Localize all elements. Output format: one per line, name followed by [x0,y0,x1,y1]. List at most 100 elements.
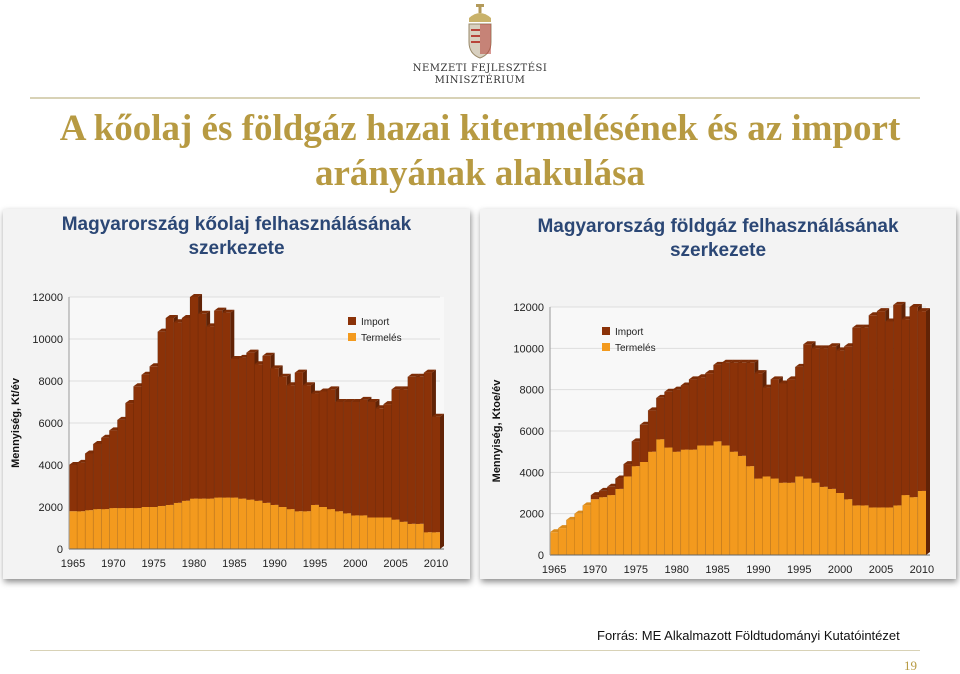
gas-bar-production [721,445,730,555]
gas-bar-production [631,466,640,555]
oil-x-tick-label: 1990 [262,558,286,570]
oil-bar-production [391,519,400,549]
gas-legend-label: Termelés [615,343,656,354]
oil-bar-production [189,498,199,549]
oil-bar-import [157,331,166,506]
oil-x-tick-label: 2005 [383,558,407,570]
oil-bar-import [85,453,94,511]
oil-y-tick-label: 10000 [32,334,63,346]
gas-bar-import [697,377,706,446]
gas-bar-production [648,451,657,555]
oil-bar-import [214,310,223,498]
oil-bar-import [391,389,400,520]
gas-bar-import [885,321,894,508]
gas-bar-import [860,327,869,506]
oil-bar-top [262,352,275,356]
gas-bar-import [762,387,771,477]
oil-y-tick-label: 2000 [39,502,63,514]
oil-bar-top [246,349,259,353]
gas-bar-production [566,519,575,555]
oil-bar-import [238,357,247,499]
gas-bar-import [639,424,649,462]
oil-bar-production [149,507,158,549]
oil-y-tick-label: 0 [57,544,63,556]
gas-x-tick-label: 2000 [828,564,852,576]
oil-y-tick-label: 4000 [39,460,63,472]
oil-bar-import [141,374,150,507]
oil-bar-production [93,509,102,549]
gas-bar-import [713,364,722,442]
gas-bar-production [827,488,837,555]
gas-bar-production [917,490,926,555]
gas-legend-swatch [602,327,610,335]
oil-bar-top [270,365,283,369]
gas-bar-import [721,362,730,446]
gas-bar-production [582,505,591,555]
oil-bar-production [173,502,182,549]
oil-bar-import [125,403,134,509]
oil-bar-import [230,358,239,498]
oil-bar-import [133,386,142,509]
gas-bar-top [721,359,734,363]
gas-bar-import [787,379,796,483]
oil-bar-import [254,364,263,501]
oil-bar-import [343,402,352,514]
gas-bar-production [672,451,681,555]
gas-bar-production [623,476,632,555]
oil-bar-production [181,500,190,549]
gas-bar-import [648,410,657,452]
gas-bar-import [876,311,886,508]
gas-chart-title: Magyarország földgáz felhasználásának sz… [537,216,899,261]
oil-bar-production [367,517,376,549]
oil-bar-production [77,511,86,549]
oil-bar-top [359,396,372,400]
oil-legend-label: Import [361,317,390,328]
gas-y-tick-label: 2000 [520,509,544,521]
gas-bar-production [901,495,910,555]
gas-bar-top [876,308,890,312]
oil-bar-import [310,393,320,505]
oil-bar-import [181,318,190,501]
oil-bar-import [294,372,303,512]
oil-x-tick-label: 1995 [303,558,327,570]
logo-line-1: Nemzeti Fejlesztési [412,63,548,74]
gas-bar-import [901,319,910,496]
gas-bar-import [738,362,747,456]
gas-bar-import [770,379,779,479]
gas-y-tick-label: 8000 [520,385,544,397]
oil-legend-label: Termelés [361,333,402,344]
oil-bar-production [278,507,287,549]
gas-bar-import [729,362,738,452]
oil-x-tick-label: 2000 [343,558,367,570]
oil-bar-import [93,444,102,510]
oil-bar-import [173,322,182,503]
gas-bar-import [827,346,837,489]
gas-chart: 0 2000 4000 6000 8000 10000 12000 1965 1970 1975 1… [491,301,934,576]
coat-of-arms-icon [468,4,492,59]
gas-bar-import [754,373,763,479]
oil-chart-title: Magyarország kőolaj felhasználásának sze… [61,214,412,259]
oil-x-tick-label: 1980 [182,558,206,570]
gas-bar-top [803,341,816,345]
oil-bar-import [359,399,368,516]
gas-x-tick-label: 1970 [583,564,607,576]
gas-bar-import [688,379,698,450]
oil-y-axis-label: Mennyiség, Kt/év [10,377,22,468]
oil-legend-swatch [348,333,356,341]
gas-bar-production [778,482,788,555]
gas-bar-production [574,513,583,555]
oil-bar-production [270,504,279,549]
oil-bar-production [294,511,303,549]
oil-bar-top [165,315,178,318]
gas-bar-import [590,495,600,500]
oil-bar-production [359,515,368,549]
oil-bar-import [101,437,110,510]
gas-bar-production [746,466,755,555]
oil-bar-production [101,509,110,549]
oil-bar-production [69,511,78,549]
gas-x-tick-label: 1965 [542,564,566,576]
oil-x-tick-label: 1970 [101,558,125,570]
footer-divider [30,650,920,651]
oil-bar-production [423,532,432,549]
gas-bar-import [836,350,845,493]
